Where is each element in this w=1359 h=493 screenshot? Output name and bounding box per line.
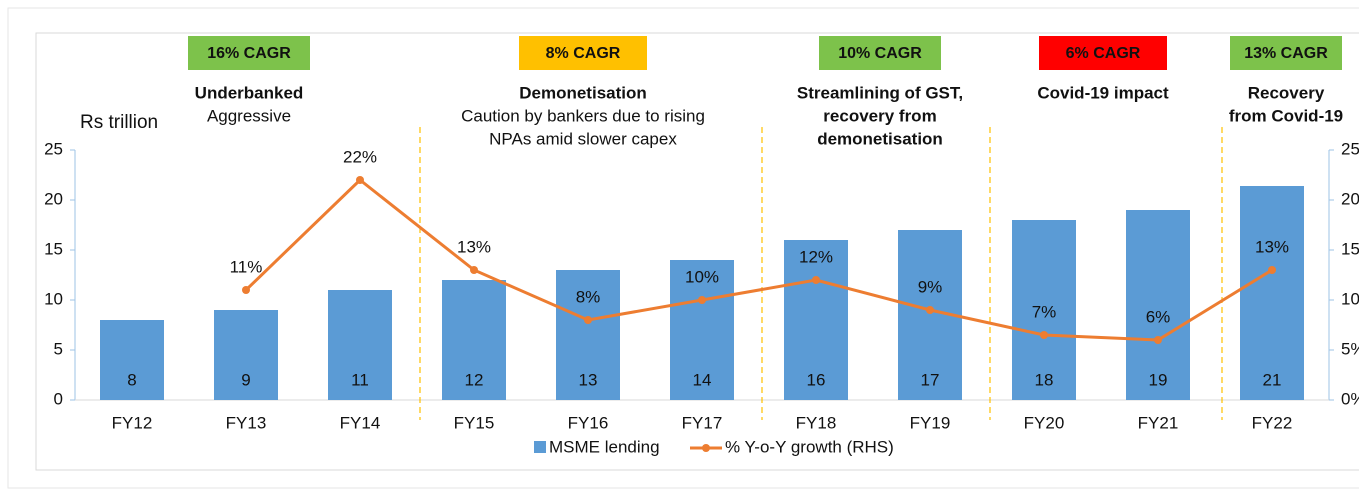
cagr-badge-label: 8% CAGR [546,45,621,62]
line-point [1268,266,1276,274]
bar-value-label: 8 [127,370,136,389]
y2-tick-label: 20% [1341,189,1359,208]
cagr-badge [188,36,310,70]
cagr-badge [1039,36,1167,70]
line-point [926,306,934,314]
bar [442,280,506,400]
cagr-badge [1230,36,1342,70]
annotation-line: Aggressive [207,106,291,125]
line-value-label: 7% [1032,302,1057,321]
y-tick-label: 10 [44,289,63,308]
x-tick-label: FY15 [454,413,495,432]
line-value-label: 9% [918,277,943,296]
cagr-badge [519,36,647,70]
cagr-badge [819,36,941,70]
bar [670,260,734,400]
line [244,178,1273,342]
y-tick-label: 20 [44,189,63,208]
line-point [242,286,250,294]
annotation-line: Underbanked [195,83,304,102]
bar-value-label: 11 [351,370,369,389]
bar [556,270,620,400]
outer-frame [7,7,1359,489]
bar [100,320,164,400]
legend-marker [702,444,710,452]
x-tick-label: FY20 [1024,413,1065,432]
y2-tick-label: 0% [1341,389,1359,408]
line-value-label: 10% [685,267,719,286]
annotation-line: recovery from [823,106,936,125]
line-value-label: 11% [230,257,263,276]
y2-tick-label: 25% [1341,139,1359,158]
line-value-label: 22% [343,147,377,166]
line-value-label: 13% [1255,237,1289,256]
bar [328,290,392,400]
cagr-badge-label: 6% CAGR [1066,45,1141,62]
annotation-line: Streamlining of GST, [797,83,963,102]
bar-value-label: 9 [241,370,250,389]
bar-value-label: 18 [1035,370,1054,389]
bar-value-label: 17 [921,370,940,389]
line-point [698,296,706,304]
x-tick-label: FY18 [796,413,837,432]
cagr-badge-label: 10% CAGR [838,45,922,62]
bar [784,240,848,400]
line-point [812,276,820,284]
bar [1240,186,1304,400]
line-value-label: 6% [1146,307,1171,326]
y-tick-label: 5 [54,339,63,358]
cagr-badge-label: 13% CAGR [1244,45,1328,62]
line-point [1040,331,1048,339]
x-tick-label: FY17 [682,413,723,432]
bar-value-label: 19 [1149,370,1168,389]
line-value-label: 13% [457,237,491,256]
legend-swatch [534,441,546,453]
annotation-line: from Covid-19 [1229,106,1343,125]
x-tick-label: FY12 [112,413,153,432]
annotation-line: Covid-19 impact [1037,83,1169,102]
y-axis-label: Rs trillion [80,112,158,133]
cagr-badge-label: 16% CAGR [207,45,291,62]
annotation-line: NPAs amid slower capex [489,129,677,148]
bar-value-label: 14 [693,370,712,389]
x-tick-label: FY13 [226,413,267,432]
x-tick-label: FY22 [1252,413,1293,432]
line-point [470,266,478,274]
x-tick-label: FY16 [568,413,609,432]
bar-value-label: 12 [465,370,484,389]
annotation-line: Recovery [1248,83,1325,102]
annotation-line: Caution by bankers due to rising [461,106,705,125]
line-point [584,316,592,324]
y-tick-label: 0 [54,389,63,408]
line-value-label: 8% [576,287,601,306]
x-tick-label: FY21 [1138,413,1179,432]
y-tick-label: 15 [44,239,63,258]
bar [1012,220,1076,400]
y-tick-label: 25 [44,139,63,158]
x-tick-label: FY14 [340,413,381,432]
line-value-label: 12% [799,247,833,266]
bar-value-label: 13 [579,370,598,389]
line-point [1154,336,1162,344]
y2-tick-label: 15% [1341,239,1359,258]
y2-tick-label: 10% [1341,289,1359,308]
annotation-line: demonetisation [817,129,943,148]
x-tick-label: FY19 [910,413,951,432]
bar [1126,210,1190,400]
legend-label: % Y-o-Y growth (RHS) [725,437,894,456]
annotation-line: Demonetisation [519,83,647,102]
bar [214,310,278,400]
bar-value-label: 16 [807,370,826,389]
line-point [356,176,364,184]
bar-value-label: 21 [1263,370,1282,389]
legend-label: MSME lending [549,437,660,456]
y2-tick-label: 5% [1341,339,1359,358]
